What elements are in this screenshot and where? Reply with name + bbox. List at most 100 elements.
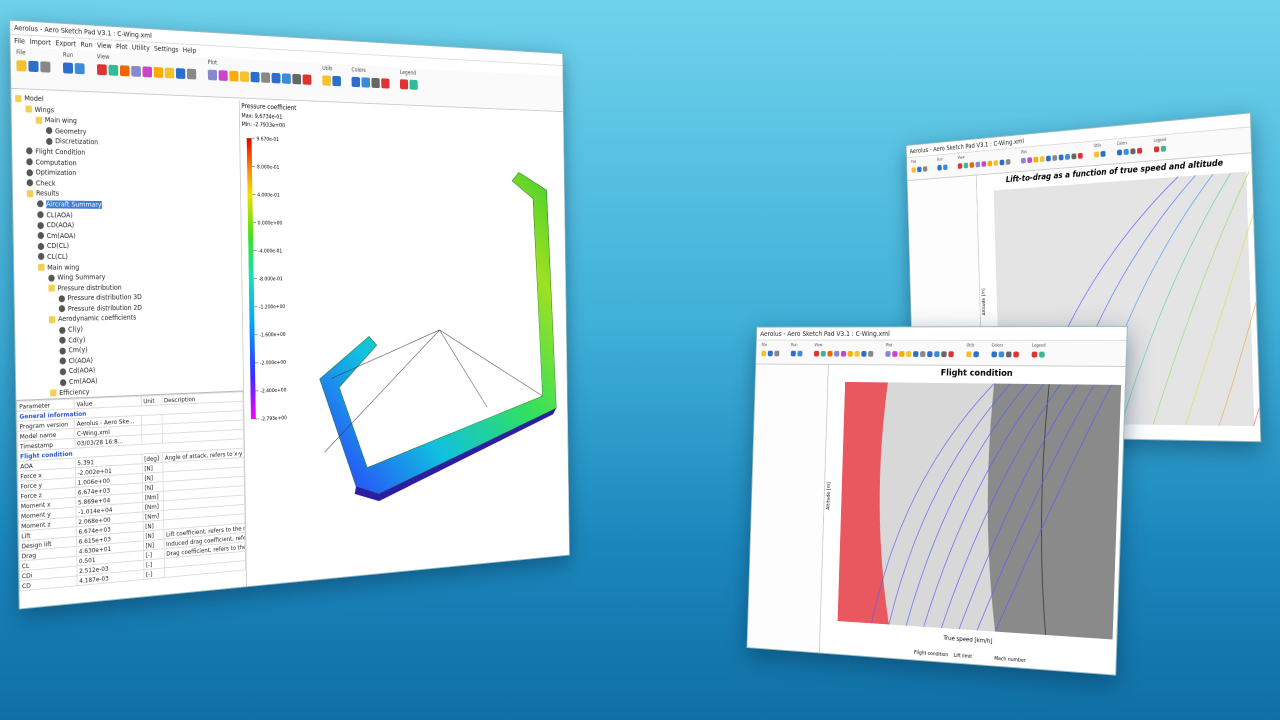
tool-button[interactable] (28, 60, 39, 73)
tool-button[interactable] (153, 66, 164, 78)
tool-button[interactable] (371, 77, 380, 89)
tool-button[interactable] (1071, 153, 1077, 160)
menu-item[interactable]: Export (55, 39, 77, 49)
tool-button[interactable] (1100, 150, 1106, 157)
tool-button[interactable] (1045, 155, 1051, 162)
tool-button[interactable] (963, 162, 969, 169)
tree-node[interactable]: CD(CL) (14, 241, 241, 252)
tool-button[interactable] (1033, 156, 1039, 163)
tool-button[interactable] (108, 64, 119, 76)
tool-button[interactable] (966, 351, 972, 358)
tool-button[interactable] (399, 79, 409, 90)
tree-node[interactable]: Cm(AOA) (14, 231, 241, 242)
tool-button[interactable] (998, 351, 1005, 358)
tool-button[interactable] (797, 350, 803, 357)
tool-button[interactable] (381, 78, 390, 89)
tool-button[interactable] (96, 64, 107, 76)
tool-button[interactable] (322, 75, 331, 86)
tool-button[interactable] (1094, 151, 1100, 158)
tool-button[interactable] (302, 74, 312, 85)
tool-button[interactable] (1031, 351, 1038, 358)
tool-button[interactable] (934, 351, 940, 358)
tool-button[interactable] (207, 69, 218, 81)
tool-button[interactable] (834, 350, 840, 357)
tool-button[interactable] (1005, 351, 1012, 358)
tool-button[interactable] (1027, 157, 1033, 164)
tool-button[interactable] (62, 62, 74, 74)
tool-button[interactable] (40, 61, 51, 73)
tool-button[interactable] (991, 351, 998, 358)
tool-button[interactable] (239, 71, 250, 82)
tool-button[interactable] (1052, 154, 1058, 161)
tool-button[interactable] (1013, 351, 1019, 358)
tool-button[interactable] (271, 72, 281, 84)
tool-button[interactable] (922, 166, 928, 172)
tool-button[interactable] (361, 77, 370, 88)
tool-button[interactable] (175, 68, 186, 79)
tool-button[interactable] (164, 67, 175, 79)
tool-button[interactable] (1123, 148, 1129, 155)
tool-button[interactable] (987, 160, 993, 167)
tool-button[interactable] (409, 79, 418, 90)
tool-button[interactable] (1058, 154, 1064, 161)
tool-button[interactable] (790, 350, 796, 357)
tool-button[interactable] (892, 351, 898, 357)
menu-item[interactable]: Run (80, 40, 93, 50)
tool-button[interactable] (16, 60, 27, 72)
menu-item[interactable]: Import (29, 37, 51, 47)
tool-button[interactable] (218, 70, 228, 81)
menu-item[interactable]: Help (182, 46, 197, 55)
menu-item[interactable]: File (14, 36, 26, 46)
tool-button[interactable] (993, 160, 999, 166)
tool-button[interactable] (351, 76, 361, 88)
tool-button[interactable] (913, 351, 919, 357)
tool-button[interactable] (906, 351, 912, 357)
tool-button[interactable] (937, 164, 942, 171)
tool-button[interactable] (1021, 157, 1026, 164)
tool-button[interactable] (774, 350, 780, 357)
tree-node[interactable]: CD(AOA) (13, 220, 240, 231)
tool-button[interactable] (761, 350, 767, 357)
tool-button[interactable] (281, 73, 291, 84)
tool-button[interactable] (332, 75, 341, 87)
tool-button[interactable] (250, 71, 260, 83)
menu-item[interactable]: Utility (131, 43, 150, 53)
tool-button[interactable] (973, 351, 979, 358)
tool-button[interactable] (981, 161, 987, 167)
tool-button[interactable] (943, 164, 948, 171)
tool-button[interactable] (142, 66, 153, 78)
tool-button[interactable] (957, 163, 963, 169)
tool-button[interactable] (861, 351, 867, 357)
tool-button[interactable] (1130, 148, 1136, 155)
tool-button[interactable] (868, 351, 874, 357)
tool-button[interactable] (767, 350, 773, 357)
tool-button[interactable] (74, 62, 85, 75)
tool-button[interactable] (1117, 149, 1123, 156)
tool-button[interactable] (261, 72, 271, 83)
tool-button[interactable] (229, 70, 239, 82)
tool-button[interactable] (131, 65, 141, 77)
tool-button[interactable] (975, 161, 981, 168)
tool-button[interactable] (292, 73, 302, 85)
tool-button[interactable] (1039, 351, 1045, 358)
tool-button[interactable] (969, 162, 975, 168)
tool-button[interactable] (1077, 152, 1083, 159)
tool-button[interactable] (899, 351, 905, 357)
tool-button[interactable] (854, 350, 860, 357)
tool-button[interactable] (847, 350, 853, 357)
tool-button[interactable] (941, 351, 947, 358)
tool-button[interactable] (813, 350, 820, 357)
tool-button[interactable] (1005, 159, 1011, 165)
tool-button[interactable] (948, 351, 954, 358)
tool-button[interactable] (1160, 145, 1167, 152)
menu-item[interactable]: Settings (153, 44, 179, 54)
menu-item[interactable]: View (96, 41, 112, 51)
tool-button[interactable] (1064, 153, 1070, 160)
tool-button[interactable] (917, 166, 922, 173)
tool-button[interactable] (186, 68, 197, 80)
tool-button[interactable] (999, 159, 1005, 166)
tool-button[interactable] (827, 350, 833, 357)
tool-button[interactable] (911, 167, 916, 173)
tool-button[interactable] (1153, 146, 1160, 153)
tool-button[interactable] (1039, 156, 1045, 163)
